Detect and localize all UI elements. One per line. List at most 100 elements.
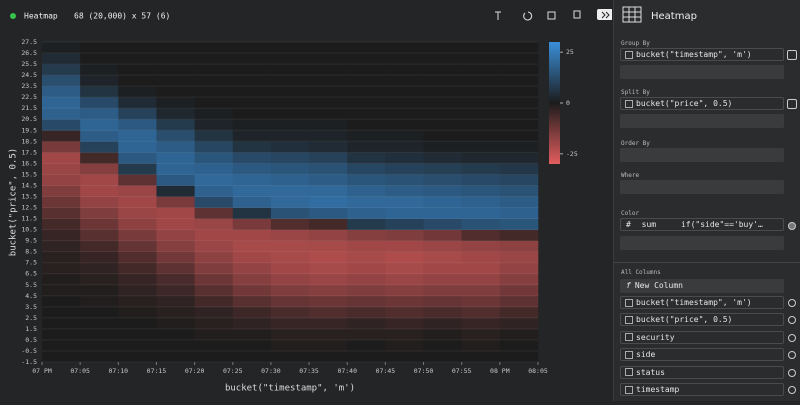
drop-zone[interactable]	[620, 148, 784, 162]
y-tick-label: -1.5	[21, 358, 37, 366]
heat-cell	[118, 97, 157, 109]
aggregate[interactable]: sum	[641, 220, 657, 229]
column-item[interactable]: bucket("timestamp", 'm')	[620, 296, 784, 309]
plugin-name[interactable]: Heatmap	[651, 11, 697, 22]
heat-cell	[309, 141, 348, 153]
heat-cell	[42, 339, 81, 352]
heat-cell	[42, 196, 81, 208]
toggle[interactable]	[787, 99, 797, 109]
toolbar-icon[interactable]	[547, 11, 556, 20]
toolbar-icon[interactable]	[573, 10, 581, 19]
column-icon	[625, 333, 633, 342]
heat-cell	[347, 240, 386, 252]
color-item[interactable]: # sum if("side"=='buy'…	[620, 218, 784, 231]
heat-cell	[232, 328, 272, 341]
column-toggle[interactable]	[788, 386, 796, 394]
column-item[interactable]: security	[620, 330, 784, 344]
group-by-item[interactable]: bucket("timestamp", 'm')	[620, 48, 784, 61]
heat-cell	[118, 251, 157, 263]
heat-cell	[461, 141, 501, 153]
toolbar-icon[interactable]	[523, 11, 533, 21]
column-item[interactable]: bucket("price", 0.5)	[620, 313, 784, 327]
x-tick-label: 08:05	[528, 367, 548, 375]
heat-cell	[499, 152, 539, 164]
column-item[interactable]: status	[620, 365, 784, 379]
heat-cell	[42, 64, 81, 76]
split-by-item[interactable]: bucket("price", 0.5)	[620, 97, 784, 110]
heat-cell	[156, 130, 195, 142]
toggle[interactable]	[788, 222, 796, 230]
column-toggle[interactable]	[788, 299, 796, 307]
heat-cell	[156, 163, 195, 175]
heat-cell	[42, 306, 81, 319]
heat-cell	[347, 273, 386, 286]
heat-cell	[499, 97, 539, 109]
toolbar-icon[interactable]	[495, 11, 501, 20]
plugin-icon[interactable]	[622, 6, 642, 23]
heat-cell	[423, 207, 462, 219]
heat-cell	[270, 273, 310, 286]
heat-cell	[194, 42, 234, 54]
column-item[interactable]: side	[620, 348, 784, 362]
heat-cell	[499, 251, 539, 263]
heat-cell	[461, 53, 501, 65]
column-toggle[interactable]	[788, 333, 796, 342]
drop-zone[interactable]	[620, 236, 784, 250]
heat-cell	[270, 86, 310, 98]
heat-cell	[270, 218, 310, 230]
heat-cell	[80, 328, 119, 341]
heat-cell	[499, 130, 539, 142]
drop-zone[interactable]	[620, 180, 784, 194]
heat-cell	[80, 229, 119, 241]
heat-cell	[385, 218, 424, 230]
heat-cell	[309, 53, 348, 65]
y-axis-title: bucket("price", 0.5)	[9, 148, 19, 256]
heat-cell	[347, 339, 386, 352]
heat-cell	[194, 75, 234, 87]
heat-cell	[194, 218, 234, 230]
heat-cell	[309, 42, 348, 54]
heat-cell	[80, 119, 119, 131]
heat-cell	[42, 262, 81, 275]
chart: Heatmap 68 (20,000) x 57 (6) -1.5 -0.5 0.5…	[9, 9, 614, 394]
expand-icon[interactable]	[601, 11, 610, 19]
item-text: security	[636, 332, 675, 342]
heat-cell	[385, 339, 424, 352]
heat-cell	[42, 295, 81, 308]
heat-cell	[42, 350, 81, 363]
heat-cell	[309, 174, 348, 186]
heat-cell	[461, 229, 501, 241]
view-title: Heatmap	[24, 12, 58, 21]
heat-cell	[42, 86, 81, 98]
column-toggle[interactable]	[788, 351, 796, 360]
drop-zone[interactable]	[620, 114, 784, 128]
heat-cell	[385, 185, 424, 197]
toggle[interactable]	[787, 50, 797, 60]
heat-cell	[499, 317, 539, 330]
heat-cell	[194, 130, 234, 142]
heat-cell	[80, 185, 119, 197]
expand-button[interactable]	[597, 9, 614, 20]
heat-cell	[385, 130, 424, 142]
heat-cell	[461, 328, 501, 341]
item-text: bucket("price", 0.5)	[636, 315, 733, 325]
heat-cell	[80, 306, 119, 319]
heat-cell	[309, 185, 348, 197]
toolbar[interactable]	[495, 9, 614, 21]
heat-cell	[118, 229, 157, 241]
heat-cell	[347, 284, 386, 297]
heat-cell	[80, 273, 119, 286]
heat-cell	[385, 251, 424, 263]
x-tick-label: 07:40	[337, 367, 357, 375]
heat-cell	[156, 262, 195, 275]
column-item[interactable]: timestamp	[620, 383, 784, 396]
x-tick-label: 07:45	[376, 367, 396, 375]
heat-cell	[423, 174, 462, 186]
heat-cell	[423, 64, 462, 76]
drop-zone[interactable]	[620, 65, 784, 79]
column-toggle[interactable]	[788, 368, 796, 377]
heat-cell	[309, 339, 348, 352]
new-column[interactable]: f New Column	[620, 279, 784, 293]
y-tick-label: 5.5	[25, 281, 37, 289]
column-toggle[interactable]	[788, 316, 796, 325]
